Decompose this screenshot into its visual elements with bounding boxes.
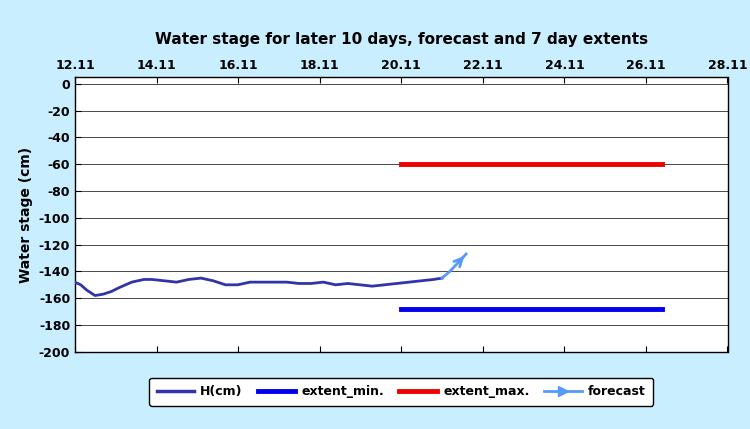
Legend: H(cm), extent_min., extent_max., forecast: H(cm), extent_min., extent_max., forecas… [149, 378, 653, 406]
Y-axis label: Water stage (cm): Water stage (cm) [20, 146, 33, 283]
Title: Water stage for later 10 days, forecast and 7 day extents: Water stage for later 10 days, forecast … [154, 32, 648, 47]
